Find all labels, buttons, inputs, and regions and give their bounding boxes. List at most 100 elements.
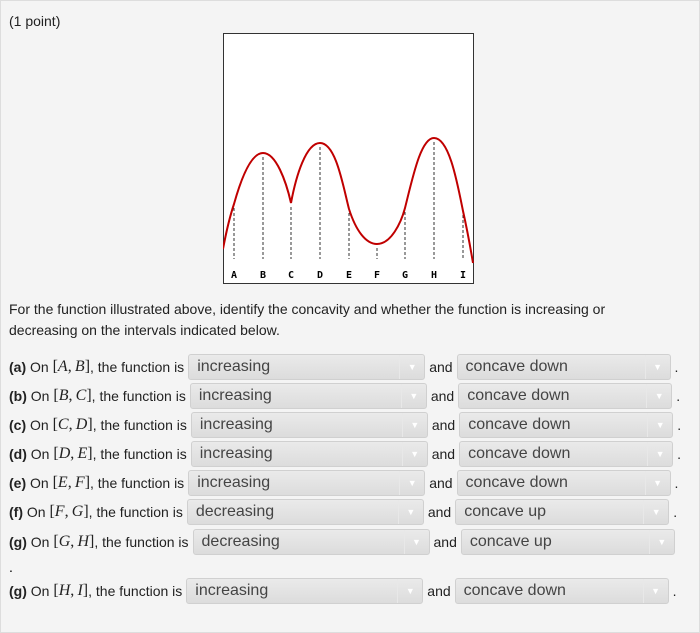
phrase: the function is	[102, 534, 189, 550]
direction-select[interactable]: increasing ▼	[188, 354, 426, 380]
chevron-down-icon: ▼	[400, 384, 426, 408]
direction-select[interactable]: increasing ▼	[190, 441, 428, 467]
chevron-down-icon: ▼	[399, 471, 424, 495]
function-curve	[223, 136, 474, 264]
period: .	[672, 583, 677, 599]
phrase: the function is	[97, 359, 185, 375]
selected-value: decreasing	[195, 503, 275, 520]
question-row: (c) On [C, D], the function is increasin…	[9, 412, 681, 438]
selected-value: concave up	[464, 503, 547, 520]
chevron-down-icon: ▼	[397, 500, 423, 524]
concavity-select[interactable]: concave down ▼	[454, 578, 669, 604]
interval: [G, H]	[53, 533, 95, 550]
selected-value: concave up	[469, 533, 552, 550]
chevron-down-icon: ▼	[642, 579, 668, 603]
question-row: (d) On [D, E], the function is increasin…	[9, 441, 681, 467]
concavity-select[interactable]: concave down ▼	[459, 441, 674, 467]
period: .	[674, 359, 679, 375]
direction-select[interactable]: increasing ▼	[188, 470, 426, 496]
point-label: H	[431, 270, 437, 281]
point-label: D	[317, 270, 323, 281]
period: .	[674, 475, 679, 491]
interval: [D, E]	[53, 445, 93, 462]
concavity-select[interactable]: concave down ▼	[456, 470, 671, 496]
interval: [A, B]	[52, 358, 91, 375]
part-tag: (b)	[9, 388, 27, 404]
direction-select[interactable]: decreasing ▼	[186, 499, 424, 525]
concavity-select[interactable]: concave down ▼	[459, 412, 674, 438]
interval: [F, G]	[49, 503, 89, 520]
period: .	[677, 417, 682, 433]
concavity-select[interactable]: concave down ▼	[456, 354, 671, 380]
interval: [B, C]	[53, 387, 92, 404]
chevron-down-icon: ▼	[644, 471, 670, 495]
part-tag: (a)	[9, 359, 27, 375]
question-row: (g) On [H, I], the function is increasin…	[9, 578, 677, 604]
chevron-down-icon: ▼	[401, 442, 427, 466]
part-tag: (e)	[9, 475, 27, 491]
interval: [C, D]	[52, 416, 93, 433]
chevron-down-icon: ▼	[397, 579, 422, 603]
and-label: and	[429, 475, 453, 491]
chevron-down-icon: ▼	[399, 355, 424, 379]
part-tag: (c)	[9, 417, 27, 433]
phrase: the function is	[100, 417, 187, 433]
selected-value: concave down	[465, 474, 568, 491]
chevron-down-icon: ▼	[643, 500, 668, 524]
chevron-down-icon: ▼	[646, 384, 671, 408]
question-prompt: For the function illustrated above, iden…	[9, 301, 606, 338]
selected-value: concave down	[468, 445, 571, 462]
phrase: the function is	[95, 583, 183, 599]
point-label: E	[346, 270, 352, 281]
selected-value: increasing	[199, 445, 273, 462]
question-row: (b) On [B, C], the function is increasin…	[9, 383, 680, 409]
direction-select[interactable]: increasing ▼	[190, 412, 428, 438]
concavity-select[interactable]: concave up ▼	[455, 499, 670, 525]
concavity-select[interactable]: concave up ▼	[460, 529, 675, 555]
chevron-down-icon: ▼	[648, 530, 674, 554]
period: .	[677, 446, 681, 462]
point-label: A	[231, 270, 237, 281]
direction-select[interactable]: increasing ▼	[186, 578, 424, 604]
point-label: G	[402, 270, 408, 281]
function-graph: A B C D E F G H I	[223, 33, 474, 284]
selected-value: concave down	[465, 358, 568, 375]
and-label: and	[431, 446, 456, 462]
selected-value: increasing	[197, 358, 271, 375]
and-label: and	[431, 417, 456, 433]
concavity-select[interactable]: concave down ▼	[458, 383, 673, 409]
and-label: and	[429, 359, 453, 375]
phrase: the function is	[100, 446, 187, 462]
and-label: and	[427, 583, 451, 599]
chevron-down-icon: ▼	[647, 442, 672, 466]
part-tag: (g)	[9, 534, 27, 550]
chevron-down-icon: ▼	[401, 413, 427, 437]
selected-value: increasing	[197, 474, 271, 491]
and-label: and	[433, 534, 457, 550]
selected-value: increasing	[198, 387, 272, 404]
question-row: (g) On [G, H], the function is decreasin…	[9, 529, 679, 555]
point-label: I	[460, 270, 466, 281]
direction-select[interactable]: increasing ▼	[189, 383, 427, 409]
point-label: F	[374, 270, 380, 281]
chevron-down-icon: ▼	[644, 355, 670, 379]
selected-value: concave down	[463, 582, 566, 599]
direction-select[interactable]: decreasing ▼	[192, 529, 430, 555]
and-label: and	[427, 504, 452, 520]
part-tag: (d)	[9, 446, 27, 462]
period: .	[673, 504, 678, 520]
point-label: B	[260, 270, 266, 281]
question-row: (a) On [A, B], the function is increasin…	[9, 354, 678, 380]
period: .	[676, 388, 681, 404]
part-tag: (f)	[9, 504, 23, 520]
part-tag: (g)	[9, 583, 27, 599]
selected-value: increasing	[199, 416, 273, 433]
stray-period: .	[9, 559, 13, 575]
question-row: (f) On [F, G], the function is decreasin…	[9, 499, 677, 525]
phrase: the function is	[96, 504, 183, 520]
interval: [E, F]	[52, 474, 91, 491]
phrase: the function is	[97, 475, 185, 491]
interval: [H, I]	[53, 582, 89, 599]
chevron-down-icon: ▼	[647, 413, 672, 437]
